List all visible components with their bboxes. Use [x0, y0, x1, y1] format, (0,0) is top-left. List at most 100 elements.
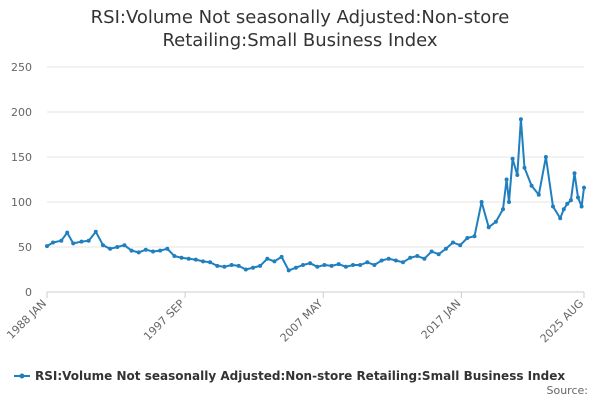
data-point	[393, 258, 398, 263]
data-point	[101, 243, 105, 248]
data-point	[568, 198, 573, 203]
data-point	[215, 263, 220, 268]
x-axis	[46, 291, 585, 298]
data-point	[151, 249, 155, 254]
y-tick-label: 0	[25, 286, 32, 299]
data-point	[522, 165, 527, 170]
data-point	[179, 255, 184, 260]
source-label[interactable]: Source:	[547, 384, 589, 397]
data-point	[322, 263, 327, 267]
data-point	[108, 246, 113, 251]
data-point	[222, 264, 227, 269]
data-point	[279, 254, 284, 259]
data-point	[465, 236, 470, 240]
data-point	[472, 234, 477, 239]
data-point	[343, 264, 348, 269]
data-point	[286, 268, 291, 273]
data-point	[551, 204, 555, 209]
data-point	[415, 254, 420, 258]
data-point	[386, 256, 391, 261]
data-point	[236, 263, 241, 268]
data-point	[458, 243, 463, 248]
data-point	[422, 256, 427, 261]
data-point	[272, 259, 277, 264]
data-point	[86, 238, 91, 243]
chart-title-line-2: Retailing:Small Business Index	[162, 30, 438, 51]
data-point	[308, 261, 313, 266]
data-point	[493, 219, 498, 224]
data-point	[561, 207, 566, 212]
data-point	[504, 177, 509, 182]
data-point	[565, 201, 570, 206]
data-point	[201, 259, 205, 264]
data-point	[358, 263, 363, 267]
x-axis-labels: 1988 JAN 1997 SEP 2007 MAY 2017 JAN 2025 AUG	[4, 297, 586, 346]
data-point	[115, 245, 120, 249]
data-point	[543, 155, 548, 159]
data-point	[229, 263, 234, 267]
data-point	[443, 246, 448, 251]
data-point	[451, 240, 455, 245]
data-point	[51, 240, 55, 245]
data-point	[501, 207, 505, 212]
data-point	[79, 239, 84, 244]
data-point	[429, 249, 434, 254]
series-line	[46, 118, 585, 272]
data-point	[59, 238, 64, 243]
legend[interactable]: RSI:Volume Not seasonally Adjusted:Non-s…	[14, 369, 565, 383]
x-tick-label: 2007 MAY	[278, 297, 326, 345]
data-point	[408, 255, 413, 260]
chart-title-line-1: RSI:Volume Not seasonally Adjusted:Non-s…	[90, 7, 510, 28]
chart-title: RSI:Volume Not seasonally Adjusted:Non-s…	[0, 6, 600, 52]
y-tick-label: 100	[11, 196, 32, 209]
data-point	[582, 185, 586, 190]
data-point	[243, 267, 248, 272]
data-point	[65, 230, 70, 235]
data-point	[372, 263, 377, 267]
data-point	[436, 252, 441, 257]
y-tick-label: 50	[18, 241, 32, 254]
data-point	[258, 263, 263, 268]
data-point	[93, 229, 98, 234]
data-point	[265, 256, 270, 261]
data-point	[45, 244, 49, 249]
y-tick-label: 150	[11, 151, 32, 164]
data-point	[165, 246, 170, 251]
grid-lines	[47, 66, 584, 248]
data-point	[172, 254, 177, 258]
data-point	[558, 216, 563, 221]
data-point	[507, 200, 511, 204]
legend-marker-icon	[19, 373, 25, 379]
data-point	[572, 171, 577, 176]
data-point	[379, 258, 384, 263]
x-tick-label: 2017 JAN	[419, 297, 464, 342]
x-tick-label: 1997 SEP	[141, 297, 187, 343]
data-point	[158, 248, 163, 253]
data-point	[143, 247, 148, 252]
data-point	[71, 241, 76, 246]
data-point	[518, 117, 523, 122]
y-tick-label: 200	[11, 106, 32, 119]
data-point	[479, 200, 484, 204]
series-group	[45, 117, 586, 273]
data-point	[122, 243, 127, 248]
data-point	[329, 263, 334, 268]
data-point	[129, 248, 134, 253]
data-point	[351, 263, 355, 267]
data-point	[486, 225, 491, 230]
data-point	[365, 260, 370, 265]
data-point	[193, 257, 198, 262]
data-point	[136, 250, 141, 255]
data-point	[515, 173, 520, 177]
data-point	[576, 195, 580, 200]
data-point	[251, 265, 255, 270]
data-point	[336, 262, 341, 267]
data-point	[186, 256, 191, 261]
data-point	[579, 204, 584, 209]
y-tick-label: 250	[11, 61, 32, 74]
data-point	[401, 260, 405, 265]
x-tick-label: 2025 AUG	[538, 297, 587, 346]
data-point	[315, 264, 320, 269]
data-point	[510, 156, 515, 161]
